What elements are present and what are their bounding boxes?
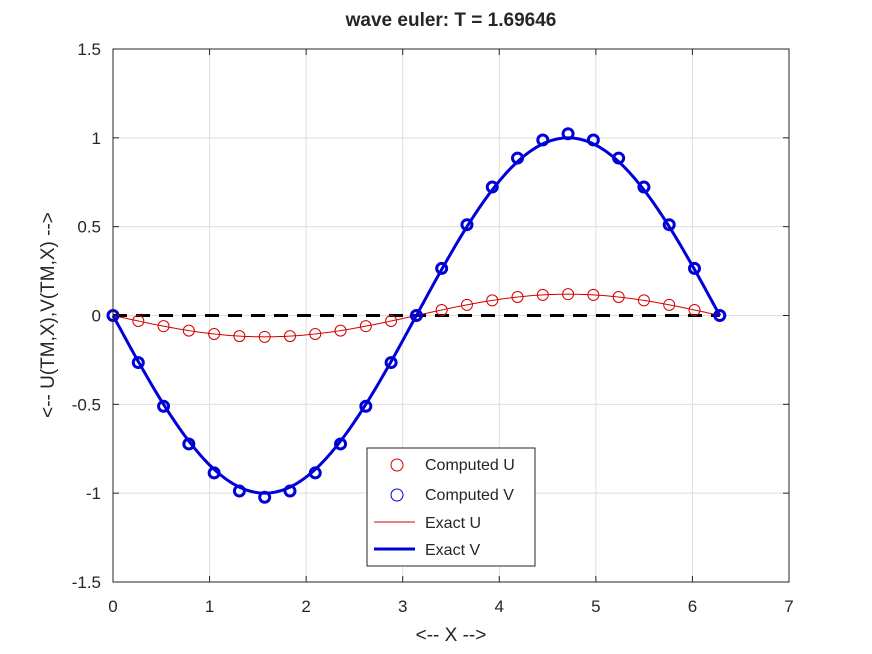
x-tick-labels: 0 1 2 3 4 5 6 7 bbox=[108, 597, 793, 616]
legend-label-exact-u: Exact U bbox=[425, 515, 481, 532]
point-computed-v bbox=[384, 356, 398, 370]
axes bbox=[112, 48, 790, 583]
point-computed-v bbox=[586, 133, 600, 147]
point-computed-u bbox=[536, 288, 549, 301]
point-computed-v bbox=[662, 218, 676, 232]
legend-box bbox=[366, 447, 536, 567]
point-computed-u bbox=[132, 315, 145, 328]
x-tick-label: 6 bbox=[688, 597, 697, 616]
point-computed-u bbox=[486, 294, 499, 307]
x-tick-label: 7 bbox=[784, 597, 793, 616]
point-computed-v bbox=[334, 437, 348, 451]
point-computed-v bbox=[207, 466, 221, 480]
point-computed-v bbox=[409, 309, 423, 322]
y-tick-label: 0.5 bbox=[77, 218, 101, 237]
point-computed-v bbox=[511, 151, 525, 165]
y-tick-label: -1.5 bbox=[72, 573, 101, 592]
legend-label-exact-v: Exact V bbox=[425, 542, 480, 559]
x-axis-label: <-- X --> bbox=[416, 625, 487, 646]
chart-title: wave euler: T = 1.69646 bbox=[345, 10, 557, 31]
y-tick-label: 1 bbox=[92, 129, 101, 148]
point-computed-u bbox=[283, 330, 296, 343]
point-computed-v bbox=[536, 133, 550, 147]
point-computed-u bbox=[233, 330, 246, 343]
point-computed-v bbox=[359, 399, 373, 413]
point-computed-v bbox=[182, 437, 196, 451]
legend: Computed U Computed V Exact U Exact V bbox=[366, 447, 536, 567]
point-computed-u bbox=[460, 298, 473, 311]
legend-marker-computed-v bbox=[390, 488, 404, 502]
x-tick-label: 2 bbox=[301, 597, 310, 616]
point-computed-u bbox=[182, 324, 195, 337]
point-computed-v bbox=[687, 261, 701, 275]
point-computed-v bbox=[283, 484, 297, 498]
point-computed-v bbox=[258, 490, 272, 504]
point-computed-v bbox=[485, 180, 499, 194]
point-computed-u bbox=[334, 324, 347, 337]
point-computed-u bbox=[637, 294, 650, 307]
axes-frame bbox=[112, 48, 790, 583]
point-computed-v bbox=[713, 309, 727, 322]
point-computed-u bbox=[435, 303, 448, 316]
legend-label-computed-v: Computed V bbox=[425, 487, 514, 504]
point-computed-u bbox=[511, 291, 524, 304]
point-computed-u bbox=[663, 298, 676, 311]
point-computed-u bbox=[157, 320, 170, 333]
y-tick-label: -1 bbox=[86, 484, 101, 503]
point-computed-v bbox=[612, 151, 626, 165]
point-computed-u bbox=[208, 327, 221, 340]
y-tick-label: -0.5 bbox=[72, 395, 101, 414]
x-tick-label: 1 bbox=[205, 597, 214, 616]
x-tick-label: 5 bbox=[591, 597, 600, 616]
point-computed-v bbox=[561, 127, 575, 141]
point-computed-u bbox=[309, 327, 322, 340]
legend-label-computed-u: Computed U bbox=[425, 457, 515, 474]
point-computed-v bbox=[435, 261, 449, 275]
point-computed-v bbox=[460, 218, 474, 232]
point-computed-u bbox=[258, 330, 271, 343]
point-computed-u bbox=[385, 315, 398, 328]
point-computed-v bbox=[637, 180, 651, 194]
legend-marker-computed-u bbox=[390, 458, 404, 472]
y-tick-labels: 1.5 1 0.5 0 -0.5 -1 -1.5 bbox=[72, 40, 101, 592]
point-computed-u bbox=[587, 288, 600, 301]
point-computed-u bbox=[359, 320, 372, 333]
y-tick-label: 0 bbox=[92, 307, 101, 326]
point-computed-u bbox=[562, 288, 575, 301]
point-computed-v bbox=[131, 356, 145, 370]
point-computed-v bbox=[157, 399, 171, 413]
point-computed-v bbox=[308, 466, 322, 480]
x-tick-label: 0 bbox=[108, 597, 117, 616]
y-tick-label: 1.5 bbox=[77, 40, 101, 59]
series-markers bbox=[106, 127, 727, 504]
x-tick-label: 3 bbox=[398, 597, 407, 616]
x-tick-label: 4 bbox=[495, 597, 504, 616]
point-computed-v bbox=[232, 484, 246, 498]
point-computed-u bbox=[688, 303, 701, 316]
y-axis-label: <-- U(TM,X),V(TM,X) --> bbox=[38, 212, 59, 418]
point-computed-u bbox=[612, 291, 625, 304]
